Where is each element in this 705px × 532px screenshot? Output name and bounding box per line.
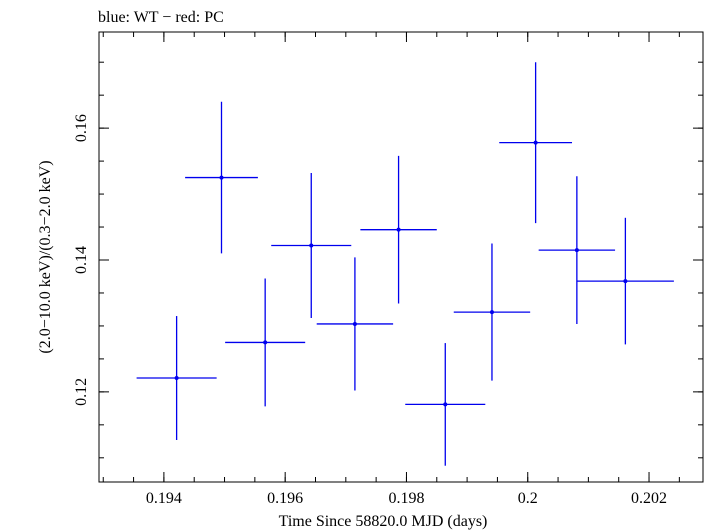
x-axis-label: Time Since 58820.0 MJD (days)	[279, 513, 488, 530]
data-points	[136, 62, 674, 466]
data-point	[185, 101, 258, 254]
chart-title: blue: WT − red: PC	[98, 9, 224, 26]
data-point	[271, 172, 352, 319]
point-marker	[396, 227, 401, 232]
major-ticks	[99, 32, 703, 482]
data-point	[316, 257, 394, 391]
y-tick-label: 0.14	[73, 246, 90, 274]
x-tick-label: 0.196	[267, 490, 303, 507]
point-marker	[623, 279, 628, 284]
y-axis-label: (2.0−10.0 keV)/(0.3−2.0 keV)	[37, 160, 54, 353]
data-point	[453, 243, 531, 381]
x-tick-label: 0.2	[518, 490, 538, 507]
y-tick-labels: 0.12 0.14 0.16	[73, 114, 90, 406]
x-tick-label: 0.202	[631, 490, 667, 507]
x-tick-label: 0.198	[388, 490, 424, 507]
point-marker	[263, 340, 268, 345]
plot-frame	[98, 31, 704, 483]
data-point	[225, 278, 306, 407]
data-point	[136, 316, 217, 440]
data-point	[499, 62, 573, 224]
y-tick-label: 0.16	[73, 114, 90, 142]
y-tick-label: 0.12	[73, 378, 90, 406]
point-marker	[174, 376, 179, 381]
x-tick-labels: 0.194 0.196 0.198 0.2 0.202	[146, 490, 667, 507]
point-marker	[489, 310, 494, 315]
point-marker	[533, 140, 538, 145]
data-point	[405, 343, 486, 466]
data-point	[576, 217, 674, 345]
point-marker	[309, 243, 314, 248]
point-marker	[574, 248, 579, 253]
data-point	[538, 176, 616, 324]
point-marker	[352, 321, 357, 326]
x-tick-label: 0.194	[146, 490, 182, 507]
data-point	[360, 155, 437, 304]
point-marker	[443, 402, 448, 407]
minor-ticks	[99, 32, 703, 482]
point-marker	[219, 175, 224, 180]
